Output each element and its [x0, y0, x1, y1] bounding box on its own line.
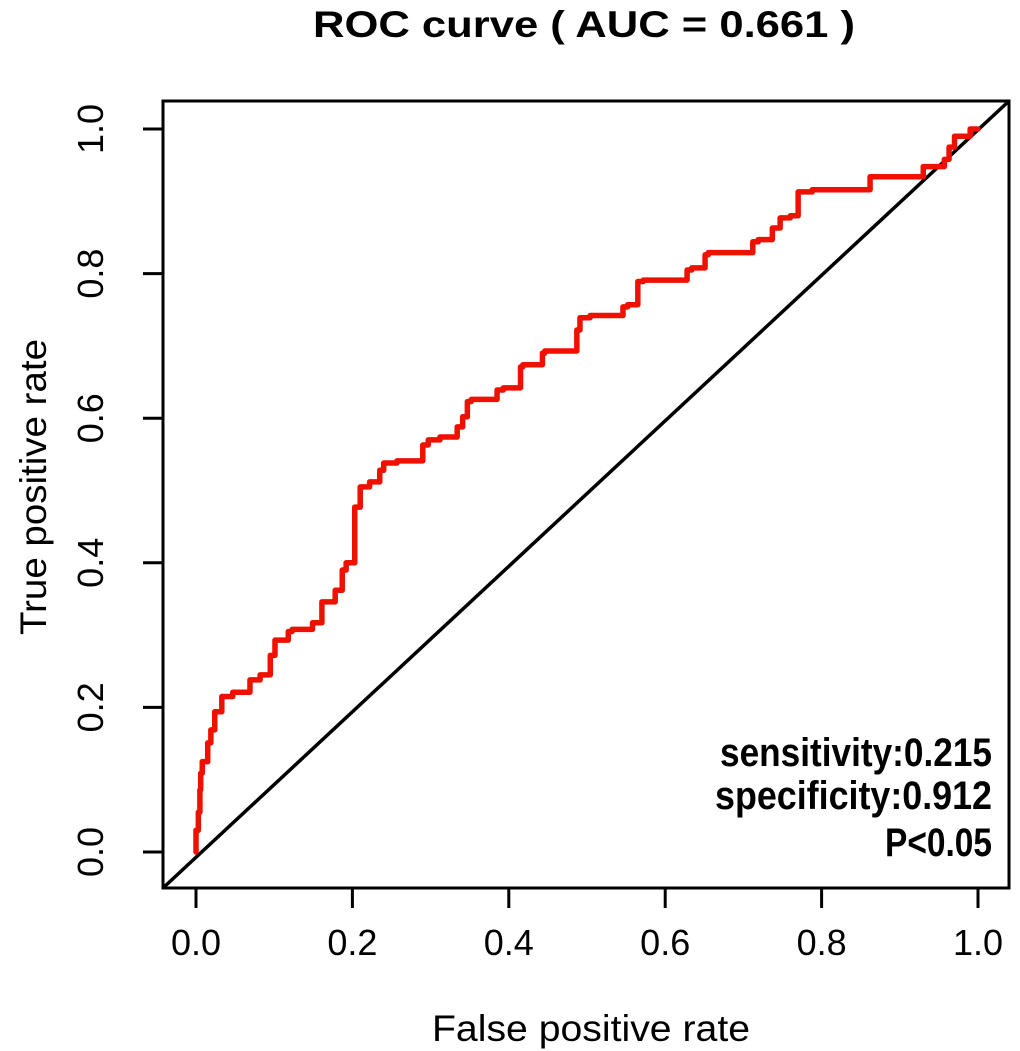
chart-title: ROC curve ( AUC = 0.661 ): [313, 4, 855, 45]
x-tick-label: 0.2: [327, 922, 377, 963]
x-tick-label: 0.0: [171, 922, 221, 963]
roc-curve-path: [193, 126, 981, 855]
y-tick-label: 0.0: [70, 827, 111, 877]
y-tick-label: 0.6: [70, 393, 111, 443]
specificity-annotation: specificity:0.912: [715, 774, 992, 818]
x-tick-label: 0.4: [484, 922, 534, 963]
diagonal-reference-line: [161, 99, 1011, 890]
y-tick-label: 0.8: [70, 249, 111, 299]
y-axis-label: True positive rate: [13, 339, 54, 635]
x-axis-ticks: 0.0 0.2 0.4 0.6 0.8 1.0: [171, 888, 1003, 963]
x-tick-label: 0.8: [797, 922, 847, 963]
y-axis-ticks: 0.0 0.2 0.4 0.6 0.8 1.0: [70, 104, 163, 877]
x-axis-label: False positive rate: [432, 1008, 750, 1049]
p-value-annotation: P<0.05: [885, 821, 992, 865]
y-tick-label: 1.0: [70, 104, 111, 154]
y-tick-label: 0.2: [70, 682, 111, 732]
sensitivity-annotation: sensitivity:0.215: [720, 731, 992, 775]
x-tick-label: 1.0: [953, 922, 1003, 963]
plot-box: [161, 99, 1011, 890]
y-tick-label: 0.4: [70, 538, 111, 588]
x-tick-label: 0.6: [640, 922, 690, 963]
